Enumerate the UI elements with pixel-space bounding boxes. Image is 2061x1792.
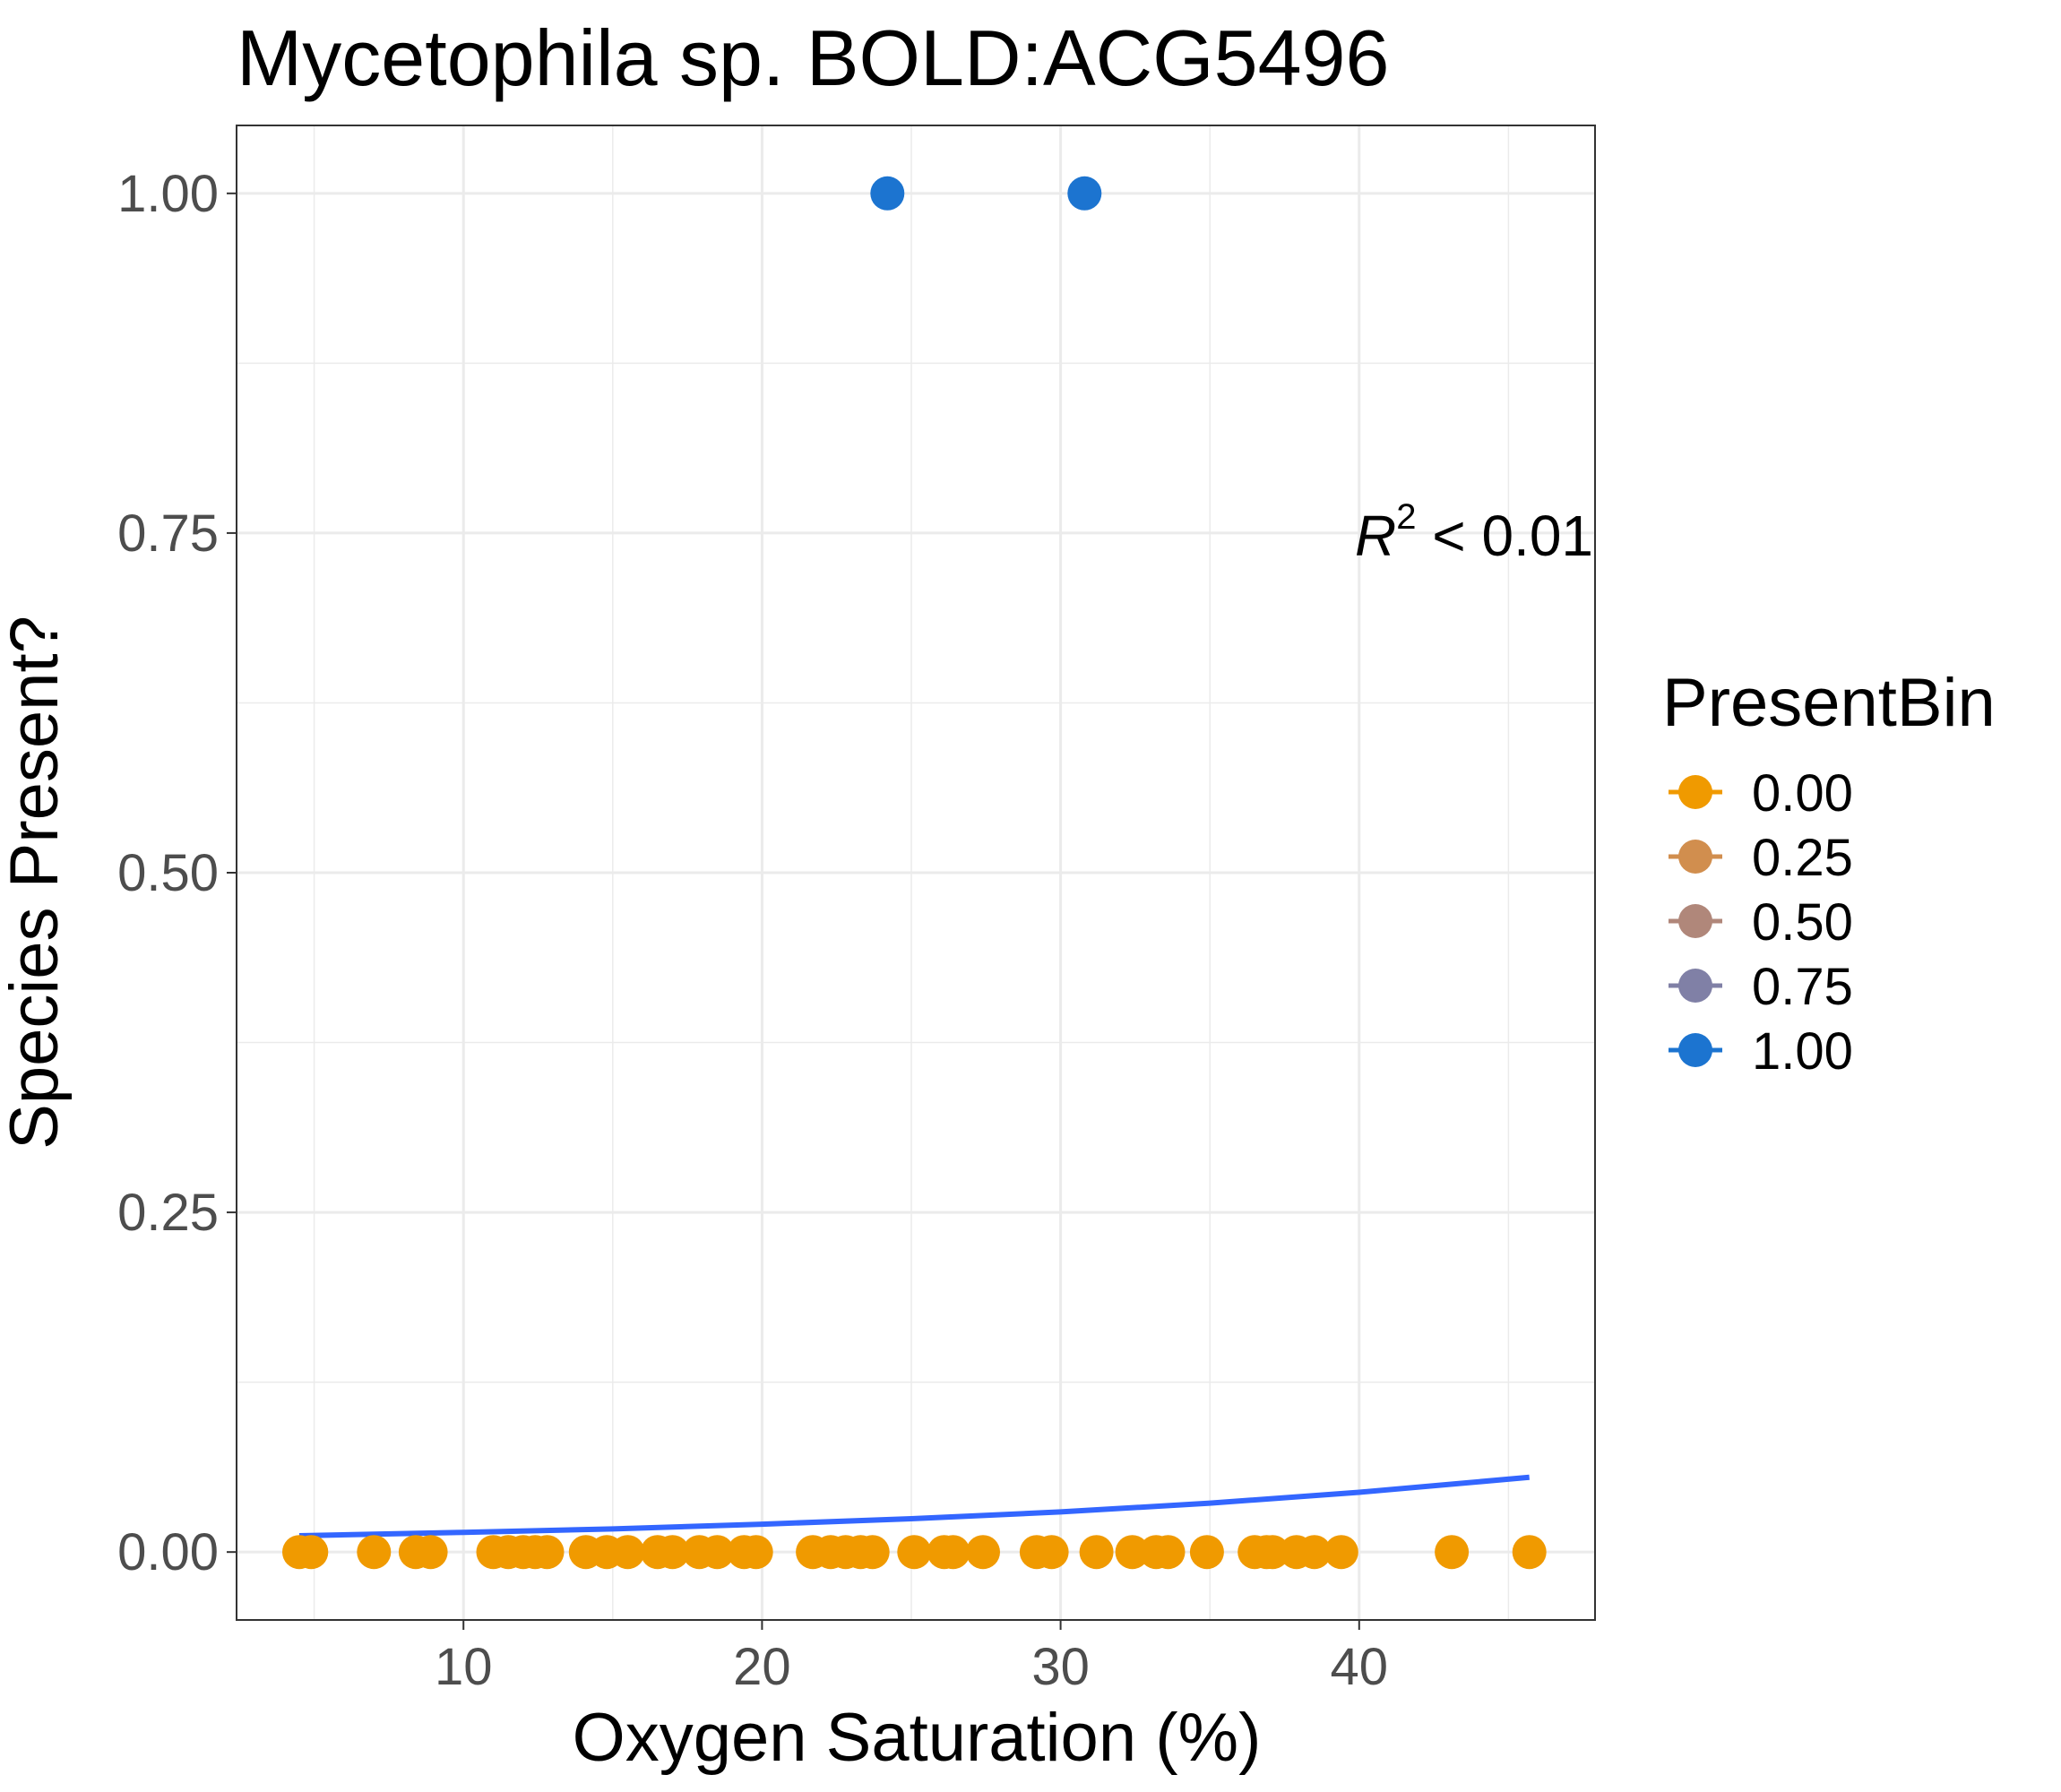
fit-line [298,1474,1530,1538]
fit-line-layer [298,1474,1530,1538]
legend-label: 0.75 [1752,958,1853,1016]
r-superscript: 2 [1396,497,1416,537]
y-tick-label: 1.00 [117,165,219,223]
data-point [855,1535,890,1570]
data-point [936,1535,970,1570]
legend-key-point [1678,840,1712,874]
data-point [413,1535,448,1570]
legend-label: 0.25 [1752,829,1853,887]
legend: PresentBin 0.00 0.25 0.50 0.75 1.00 [1662,665,1996,1081]
data-point [1512,1535,1547,1570]
data-point [294,1535,329,1570]
y-tick-label: 0.50 [117,844,219,902]
chart-title: Mycetophila sp. BOLD:ACG5496 [237,13,1389,102]
data-point [1079,1535,1114,1570]
legend-label: 0.00 [1752,764,1853,823]
annotation-value: < 0.01 [1417,504,1594,568]
data-point [870,176,905,211]
x-tick-label: 10 [435,1638,493,1696]
legend-label: 1.00 [1752,1022,1853,1081]
data-points [282,176,1547,1570]
r-squared-annotation: R2 < 0.01 [1355,497,1593,568]
legend-key-point [1678,775,1712,809]
legend-key-point [1678,904,1712,938]
data-point [738,1535,773,1570]
y-axis-title: Species Present? [0,616,73,1150]
data-point [1067,176,1102,211]
data-point [357,1535,392,1570]
axis-ticks: 0.00 0.25 0.50 0.75 1.00 10 20 30 40 [117,165,1388,1696]
data-point [897,1535,932,1570]
data-point [1151,1535,1186,1570]
data-point [1297,1535,1332,1570]
data-point [1324,1535,1358,1570]
data-point [1435,1535,1470,1570]
legend-title: PresentBin [1662,665,1996,741]
y-tick-label: 0.00 [117,1523,219,1581]
x-tick-label: 40 [1331,1638,1389,1696]
data-point [966,1535,1000,1570]
data-point [1034,1535,1069,1570]
data-point [655,1535,690,1570]
data-point [1255,1535,1290,1570]
legend-key-point [1678,1033,1712,1067]
r-symbol: R [1355,504,1396,568]
data-point [1189,1535,1224,1570]
x-tick-label: 20 [733,1638,791,1696]
data-point [530,1535,565,1570]
x-axis-title: Oxygen Saturation (%) [573,1700,1262,1776]
y-tick-label: 0.75 [117,504,219,563]
data-point [610,1535,645,1570]
legend-key-point [1678,969,1712,1003]
legend-label: 0.50 [1752,893,1853,952]
data-point [700,1535,735,1570]
data-point [1115,1535,1150,1570]
y-tick-label: 0.25 [117,1184,219,1242]
x-tick-label: 30 [1031,1638,1090,1696]
